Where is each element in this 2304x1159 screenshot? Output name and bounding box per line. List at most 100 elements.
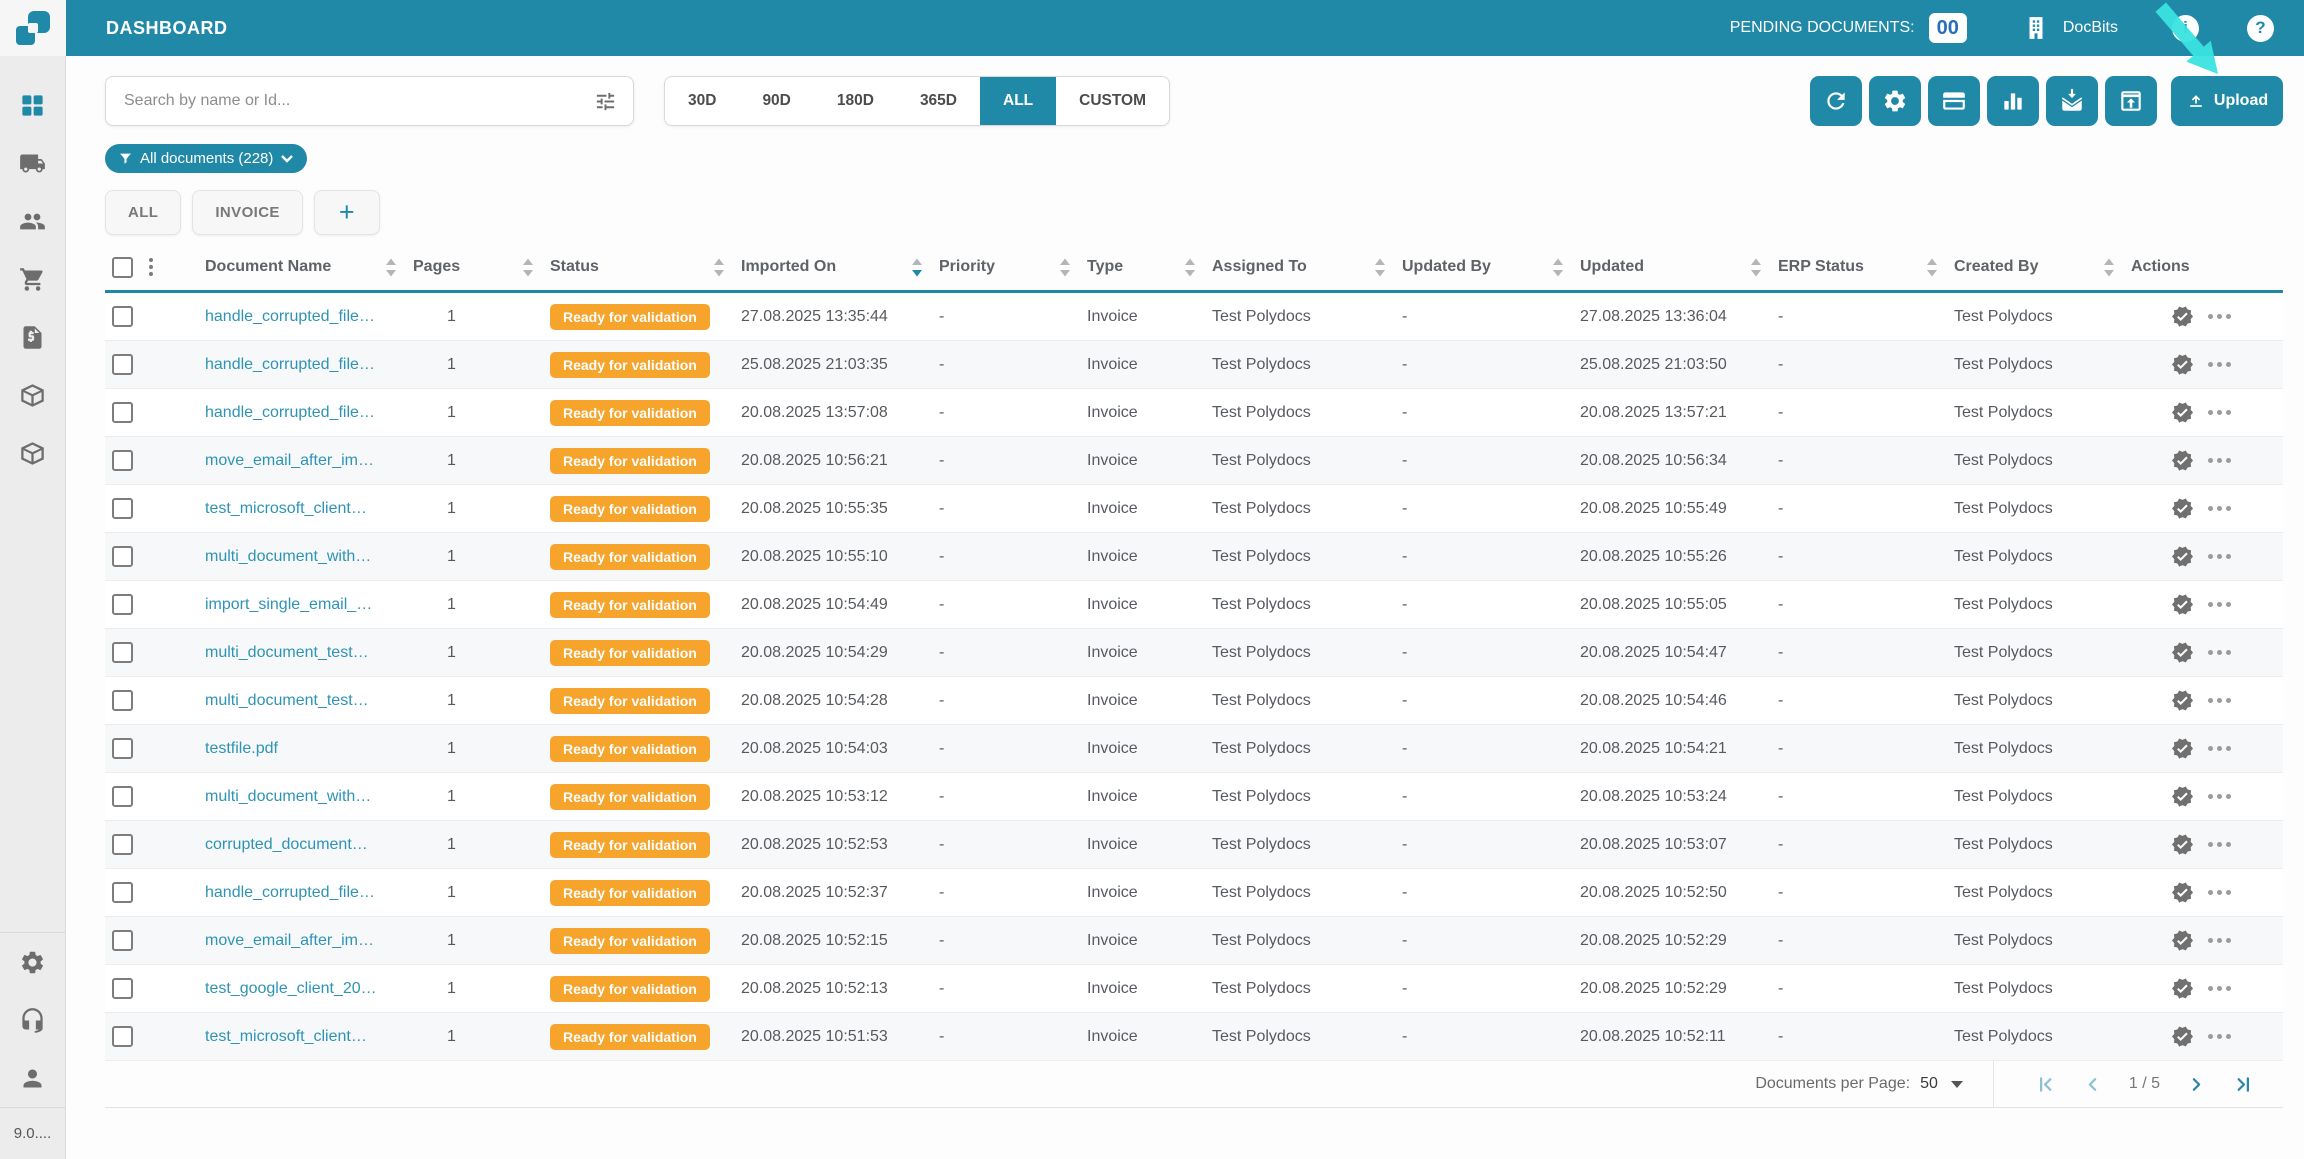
per-page-dropdown-caret[interactable] [1950,1080,1963,1088]
row-actions-menu[interactable] [2208,698,2231,703]
sidebar-item-users[interactable] [0,192,65,250]
validated-badge-icon[interactable] [2171,785,2194,808]
sidebar-item-invoices[interactable] [0,308,65,366]
document-name-link[interactable]: multi_document_test… [205,643,369,661]
select-all-checkbox[interactable] [112,256,133,278]
sort-arrows-icon[interactable] [1374,258,1386,277]
sidebar-item-shipment-orders[interactable] [0,366,65,424]
sidebar-item-dashboard[interactable] [0,76,65,134]
row-checkbox[interactable] [112,402,133,423]
row-actions-menu[interactable] [2208,458,2231,463]
row-actions-menu[interactable] [2208,986,2231,991]
sort-arrows-icon[interactable] [1184,258,1196,277]
sort-arrows-icon[interactable] [1926,258,1938,277]
sidebar-item-shipping[interactable] [0,134,65,192]
row-actions-menu[interactable] [2208,506,2231,511]
previous-page-button[interactable] [2082,1074,2103,1095]
per-page-value[interactable]: 50 [1920,1075,1938,1092]
analytics-button[interactable] [1987,76,2039,126]
validated-badge-icon[interactable] [2171,545,2194,568]
sort-arrows-icon[interactable] [2103,258,2115,277]
search-input[interactable] [122,91,594,111]
import-box-button[interactable] [2105,76,2157,126]
column-header-status[interactable]: Status [550,258,741,277]
settings-button[interactable] [1869,76,1921,126]
document-name-link[interactable]: corrupted_document… [205,835,368,853]
sort-arrows-icon[interactable] [385,258,397,277]
column-header-type[interactable]: Type [1087,258,1212,277]
row-checkbox[interactable] [112,786,133,807]
tab-invoice[interactable]: INVOICE [192,190,303,235]
info-icon[interactable] [2172,14,2199,42]
row-checkbox[interactable] [112,978,133,999]
validated-badge-icon[interactable] [2171,881,2194,904]
column-header-created-by[interactable]: Created By [1954,258,2131,277]
scanner-button[interactable] [1928,76,1980,126]
row-checkbox[interactable] [112,930,133,951]
row-checkbox[interactable] [112,498,133,519]
document-name-link[interactable]: multi_document_test… [205,691,369,709]
document-name-link[interactable]: test_microsoft_client… [205,1027,367,1045]
row-checkbox[interactable] [112,546,133,567]
validated-badge-icon[interactable] [2171,1025,2194,1048]
row-checkbox[interactable] [112,642,133,663]
help-icon[interactable] [2247,14,2274,42]
sort-arrows-icon[interactable] [522,258,534,277]
document-name-link[interactable]: handle_corrupted_file… [205,355,375,373]
document-name-link[interactable]: handle_corrupted_file… [205,883,375,901]
sidebar-item-settings[interactable] [0,933,65,991]
header-menu-icon[interactable] [149,258,153,276]
column-header-imported-on[interactable]: Imported On [741,258,939,277]
document-name-link[interactable]: test_microsoft_client… [205,499,367,517]
row-checkbox[interactable] [112,354,133,375]
email-import-button[interactable] [2046,76,2098,126]
validated-badge-icon[interactable] [2171,833,2194,856]
document-name-link[interactable]: move_email_after_im… [205,931,374,949]
row-actions-menu[interactable] [2208,410,2231,415]
validated-badge-icon[interactable] [2171,641,2194,664]
documents-filter-chip[interactable]: All documents (228) [105,144,308,173]
row-checkbox[interactable] [112,834,133,855]
document-name-link[interactable]: handle_corrupted_file… [205,403,375,421]
row-actions-menu[interactable] [2208,746,2231,751]
row-actions-menu[interactable] [2208,602,2231,607]
row-actions-menu[interactable] [2208,554,2231,559]
document-name-link[interactable]: import_single_email_… [205,595,373,613]
row-actions-menu[interactable] [2208,938,2231,943]
date-filter-30d[interactable]: 30D [665,77,739,125]
document-name-link[interactable]: multi_document_with… [205,547,372,565]
row-checkbox[interactable] [112,450,133,471]
sidebar-item-order-confirmations[interactable] [0,424,65,482]
row-checkbox[interactable] [112,882,133,903]
column-header-pages[interactable]: Pages [413,258,550,277]
row-actions-menu[interactable] [2208,890,2231,895]
date-filter-365d[interactable]: 365D [897,77,980,125]
date-filter-90d[interactable]: 90D [739,77,813,125]
column-header-erp-status[interactable]: ERP Status [1778,258,1954,277]
sort-arrows-icon[interactable] [1750,258,1762,277]
row-actions-menu[interactable] [2208,362,2231,367]
row-checkbox[interactable] [112,690,133,711]
validated-badge-icon[interactable] [2171,929,2194,952]
column-header-updated[interactable]: Updated [1580,258,1778,277]
validated-badge-icon[interactable] [2171,353,2194,376]
document-name-link[interactable]: multi_document_with… [205,787,372,805]
row-checkbox[interactable] [112,738,133,759]
validated-badge-icon[interactable] [2171,449,2194,472]
sidebar-item-purchase-orders[interactable] [0,250,65,308]
tab-all[interactable]: ALL [105,190,182,235]
validated-badge-icon[interactable] [2171,305,2194,328]
document-name-link[interactable]: move_email_after_im… [205,451,374,469]
next-page-button[interactable] [2186,1074,2207,1095]
row-checkbox[interactable] [112,1026,133,1047]
document-name-link[interactable]: testfile.pdf [205,739,278,757]
add-tab-button[interactable]: + [313,190,381,235]
column-header-updated-by[interactable]: Updated By [1402,258,1580,277]
row-actions-menu[interactable] [2208,314,2231,319]
app-logo[interactable] [0,0,66,56]
row-checkbox[interactable] [112,306,133,327]
validated-badge-icon[interactable] [2171,497,2194,520]
sort-arrows-icon[interactable] [713,258,725,277]
validated-badge-icon[interactable] [2171,401,2194,424]
document-name-link[interactable]: handle_corrupted_file… [205,307,375,325]
